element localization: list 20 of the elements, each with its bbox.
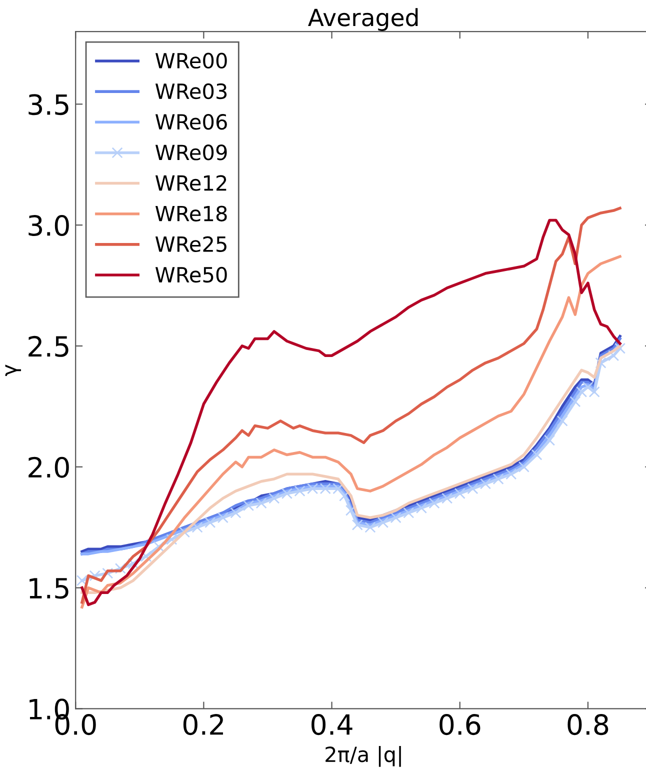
y-tick-label: 2.5 — [28, 336, 68, 357]
x-tick-label: 0.2 — [183, 714, 223, 736]
legend-label: WRe25 — [155, 236, 226, 252]
y-tick-label: 1.5 — [30, 578, 68, 599]
y-tick-label: 2.0 — [28, 456, 69, 478]
y-axis-title: γ — [5, 364, 22, 376]
x-tick-label: 0.6 — [440, 714, 480, 736]
legend-label: WRe00 — [155, 52, 227, 69]
y-tick-label: 3.0 — [28, 214, 69, 236]
x-tick-label: 0.4 — [312, 714, 352, 736]
legend-label: WRe03 — [155, 83, 227, 100]
legend-label: WRe06 — [155, 114, 227, 130]
legend-label: WRe12 — [155, 175, 226, 191]
x-axis-title: 2π/a |q| — [326, 746, 401, 767]
legend-label: WRe18 — [155, 206, 227, 222]
x-tick-label: 0.8 — [568, 714, 608, 736]
legend-label: WRe50 — [155, 266, 227, 283]
chart-title: Averaged — [308, 8, 418, 31]
legend-label: WRe09 — [155, 144, 227, 160]
y-tick-label: 3.5 — [28, 94, 68, 116]
